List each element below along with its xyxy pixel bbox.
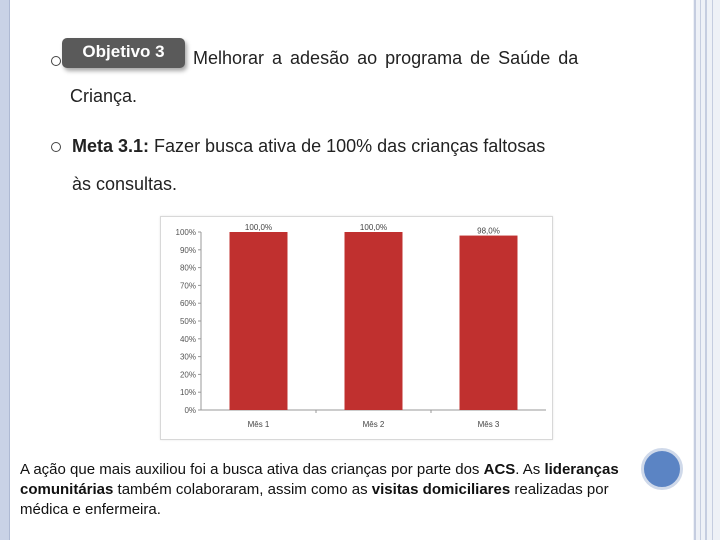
right-decor-line [700,0,701,540]
y-tick-label: 80% [180,264,196,273]
objective-text-continued: Criança. [70,86,138,106]
right-decor-line [712,0,713,540]
caption-text: A ação que mais auxiliou foi a busca ati… [20,461,484,478]
bar [344,232,403,410]
y-tick-label: 40% [180,335,196,344]
y-tick-label: 20% [180,370,196,379]
objective-badge: Objetivo 3 [62,38,185,68]
y-tick-label: 70% [180,281,196,290]
caption-text: também colaboraram, assim como as [113,481,372,498]
meta-label: Meta 3.1: [72,136,150,156]
bullet-icon [51,142,61,152]
x-tick-label: Mês 1 [248,420,270,429]
nav-circle-button[interactable] [641,448,683,490]
bar-chart: 0% 10% 20% 30% 40% 50% 60% 70% 80% 90% 100% 100,0% M… [176,223,546,429]
x-tick-label: Mês 3 [478,420,500,429]
objective-text: Melhorar a adesão ao programa de Saúde d… [193,48,579,68]
data-label: 98,0% [477,227,500,236]
y-tick-label: 60% [180,299,196,308]
bullet-icon [51,56,61,66]
y-tick-label: 30% [180,353,196,362]
right-decor-line [705,0,707,540]
x-tick-label: Mês 2 [363,420,385,429]
y-tick-label: 90% [180,246,196,255]
caption-bold-visitas: visitas domiciliares [371,481,511,498]
chart-frame: 0% 10% 20% 30% 40% 50% 60% 70% 80% 90% 100% 100,0% M… [160,216,553,440]
data-label: 100,0% [245,223,272,232]
meta-text: Fazer busca ativa de 100% das crianças f… [154,136,546,156]
meta-line: Meta 3.1: Fazer busca ativa de 100% das … [72,136,545,157]
left-decor-bar [0,0,10,540]
y-tick-label: 10% [180,388,196,397]
meta-text-continued: às consultas. [72,174,178,194]
objective-badge-label: Objetivo 3 [82,42,165,61]
caption-text: . As [515,461,545,478]
y-tick-label: 50% [180,317,196,326]
data-label: 100,0% [360,223,387,232]
caption-bold-acs: ACS [483,461,516,478]
y-tick-label: 100% [176,228,196,237]
caption-text: realizadas por médica e enfermeira. [20,481,609,518]
y-tick-label: 0% [184,406,196,415]
bar [229,232,288,410]
caption-bold-liderancas: lideranças comunitárias [20,461,619,498]
caption: A ação que mais auxiliou foi a busca ati… [20,460,632,520]
bar [459,235,518,410]
right-decor-line [694,0,696,540]
